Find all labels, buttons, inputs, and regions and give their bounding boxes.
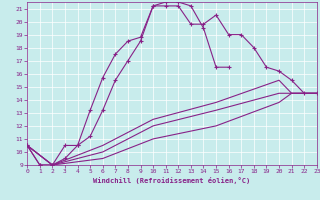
X-axis label: Windchill (Refroidissement éolien,°C): Windchill (Refroidissement éolien,°C) xyxy=(93,177,251,184)
